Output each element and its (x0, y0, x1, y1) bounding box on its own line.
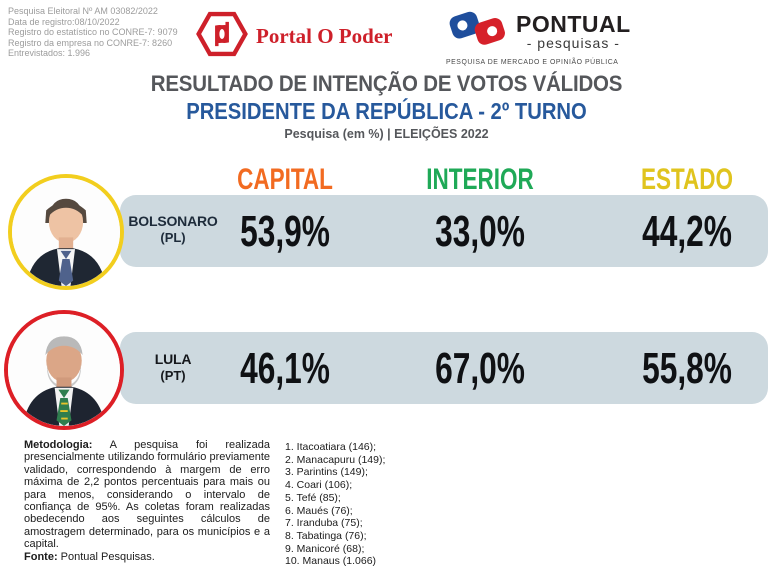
portal-o-poder-logo: Portal O Poder (196, 9, 392, 64)
municipalities-list: 1. Itacoatiara (146); 2. Manacapuru (149… (285, 441, 385, 568)
lula-capital-value: 46,1% (240, 344, 330, 393)
column-header-capital: CAPITAL (237, 163, 333, 196)
pontual-logo: PONTUAL - pesquisas - PESQUISA DE MERCAD… (446, 7, 661, 66)
bolsonaro-row-bar (120, 195, 768, 267)
source-text: Pontual Pesquisas. (57, 550, 155, 563)
registration-line: Entrevistados: 1.996 (8, 48, 91, 58)
registration-info: Pesquisa Eleitoral Nº AM 03082/2022 Data… (8, 6, 178, 59)
bolsonaro-estado-value: 44,2% (642, 207, 732, 256)
registration-line: Pesquisa Eleitoral Nº AM 03082/2022 (8, 6, 158, 16)
bolsonaro-interior-value: 33,0% (435, 207, 525, 256)
candidate-party: (PL) (160, 230, 186, 245)
lula-row-bar (120, 332, 768, 404)
bolsonaro-name: BOLSONARO (PL) (126, 213, 220, 246)
column-header-estado: ESTADO (640, 163, 734, 196)
municipality-item: 10. Manaus (1.066) (285, 555, 377, 568)
municipality-item: 8. Tabatinga (76); (285, 529, 367, 542)
lula-name: LULA (PT) (126, 351, 220, 384)
lula-interior-value: 67,0% (435, 344, 525, 393)
registration-line: Data de registro:08/10/2022 (8, 16, 120, 27)
municipality-item: 3. Parintins (149); (285, 466, 368, 479)
lula-estado-value: 55,8% (642, 344, 732, 393)
municipality-item: 6. Maués (76); (285, 504, 353, 517)
municipality-item: 9. Manicoré (68); (285, 542, 365, 555)
pontual-logo-sub: - pesquisas - (526, 35, 620, 51)
municipality-item: 2. Manacapuru (149); (285, 453, 386, 466)
methodology-block: Metodologia: A pesquisa foi realizada pr… (24, 439, 270, 563)
municipality-item: 4. Coari (106); (285, 479, 353, 492)
pontual-logo-tagline: PESQUISA DE MERCADO E OPINIÃO PÚBLICA (446, 59, 619, 66)
title-block: RESULTADO DE INTENÇÃO DE VOTOS VÁLIDOS P… (0, 71, 773, 141)
lula-photo (4, 310, 124, 430)
portal-logo-text: Portal O Poder (256, 24, 393, 48)
municipality-item: 5. Tefé (85); (285, 491, 341, 504)
municipality-item: 1. Itacoatiara (146); (285, 441, 377, 453)
pontual-dp-icon (446, 7, 510, 56)
registration-line: Registro da empresa no CONRE-7: 8260 (8, 37, 173, 48)
title-line-1: RESULTADO DE INTENÇÃO DE VOTOS VÁLIDOS (150, 71, 623, 96)
portal-hexagon-icon (196, 9, 248, 64)
source-label: Fonte: (24, 550, 58, 563)
bolsonaro-photo (8, 174, 124, 290)
title-line-2: PRESIDENTE DA REPÚBLICA - 2º TURNO (186, 98, 587, 124)
methodology-text: A pesquisa foi realizada presencialmente… (24, 439, 270, 551)
candidate-name: BOLSONARO (128, 213, 218, 229)
candidate-name: LULA (154, 351, 192, 367)
registration-line: Registro do estatístico no CONRE-7: 9079 (8, 27, 178, 37)
column-header-interior: INTERIOR (426, 163, 534, 196)
bolsonaro-capital-value: 53,9% (240, 207, 330, 256)
methodology-label: Metodologia: (24, 439, 93, 451)
municipality-item: 7. Iranduba (75); (285, 517, 363, 530)
title-line-3: Pesquisa (em %) | ELEIÇÕES 2022 (284, 127, 489, 141)
pontual-logo-name: PONTUAL (516, 11, 631, 37)
candidate-party: (PT) (160, 368, 186, 383)
